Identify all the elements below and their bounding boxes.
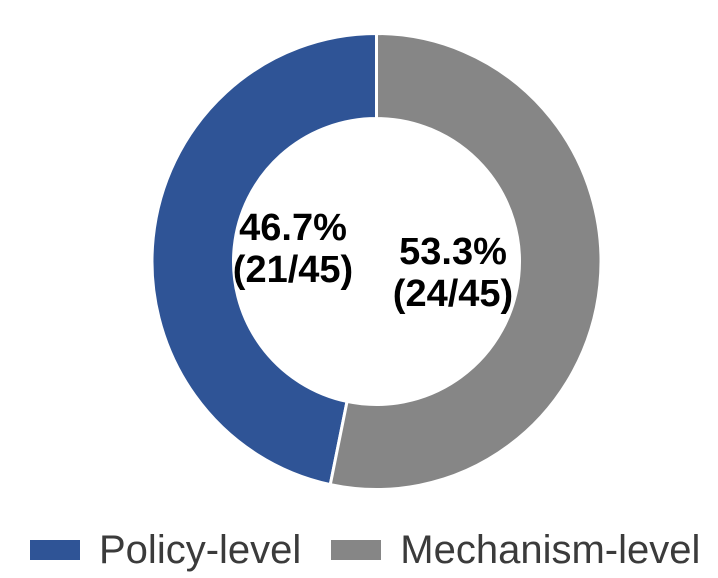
legend-label-policy: Policy-level xyxy=(99,528,302,572)
legend-label-mechanism: Mechanism-level xyxy=(400,528,701,572)
mechanism-color-swatch xyxy=(331,540,382,560)
mechanism-fraction-text: (24/45) xyxy=(392,273,514,315)
mechanism-segment-label: 53.3% (24/45) xyxy=(393,231,513,315)
policy-percent-text: 46.7% xyxy=(239,207,347,249)
mechanism-percent-text: 53.3% xyxy=(399,231,507,273)
policy-segment-label: 46.7% (21/45) xyxy=(233,207,353,291)
policy-fraction-text: (21/45) xyxy=(232,249,354,291)
legend-item-policy: Policy-level xyxy=(30,529,301,571)
chart-legend: Policy-level Mechanism-level xyxy=(30,529,700,571)
policy-color-swatch xyxy=(30,540,80,560)
segment-policy-level xyxy=(150,31,378,487)
legend-item-mechanism: Mechanism-level xyxy=(331,529,700,571)
segment-mechanism-level xyxy=(328,31,603,491)
